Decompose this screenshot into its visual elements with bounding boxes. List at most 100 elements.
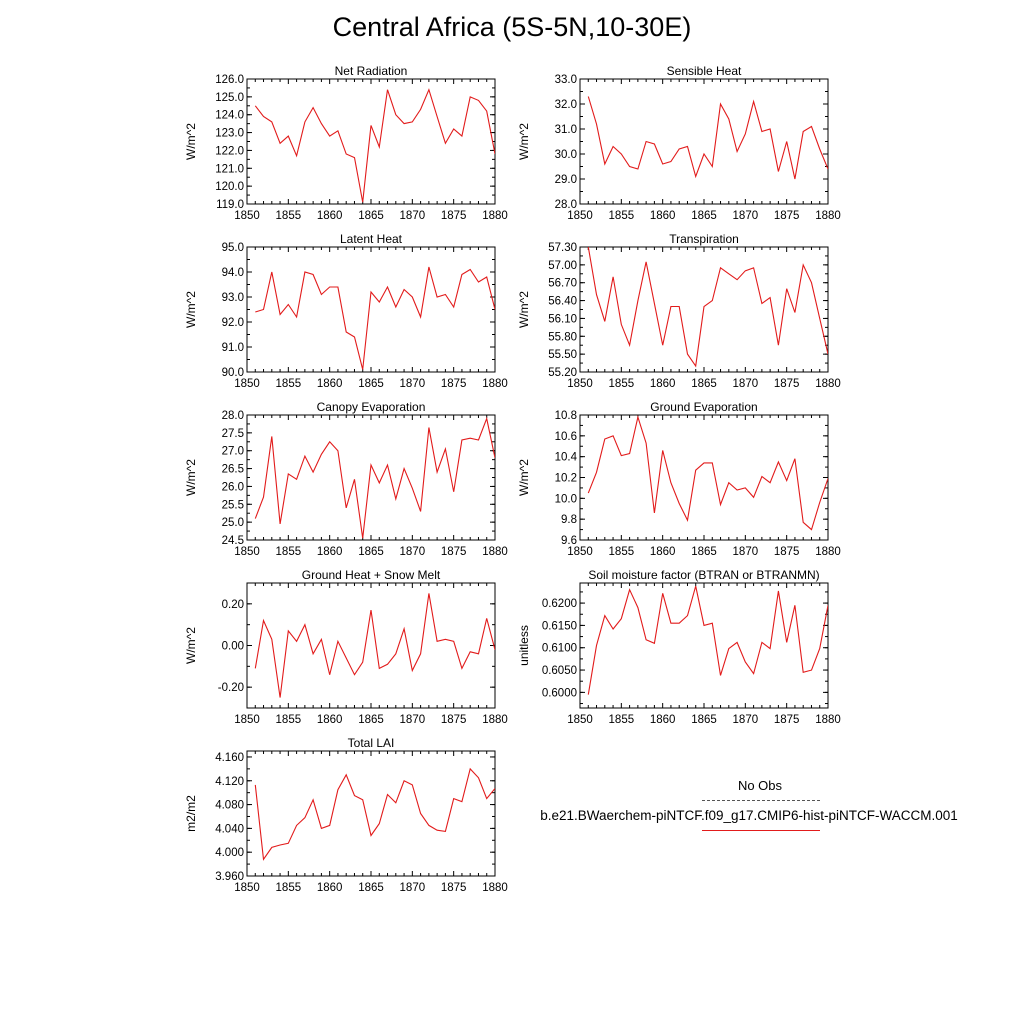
y-tick-label: 27.5 — [222, 428, 244, 440]
x-tick-label: 1860 — [650, 714, 676, 726]
x-tick-label: 1860 — [650, 378, 676, 390]
x-tick-label: 1870 — [400, 378, 426, 390]
plot-frame — [246, 78, 496, 205]
x-tick-label: 1870 — [400, 546, 426, 558]
x-tick-label: 1855 — [276, 714, 302, 726]
panel-title: Ground Evaporation — [650, 400, 757, 414]
y-axis-label: W/m^2 — [517, 291, 531, 328]
x-tick-label: 1865 — [358, 714, 384, 726]
series-line — [587, 96, 828, 180]
panel-5: Canopy Evaporation W/m^2 28.0 27.5 27.0 26.5 2… — [184, 400, 508, 558]
y-tick-label: 4.080 — [215, 800, 244, 812]
y-tick-label: 56.40 — [548, 296, 577, 308]
legend-case-label: b.e21.BWaerchem-piNTCF.f09_g17.CMIP6-his… — [540, 808, 958, 823]
y-tick-label: 125.0 — [215, 92, 244, 104]
legend-case-line — [702, 830, 820, 831]
panel-7: Ground Heat + Snow Melt W/m^2 0.20 0.00 -0.2… — [184, 568, 508, 726]
x-tick-label: 1860 — [650, 210, 676, 222]
x-tick-label: 1870 — [400, 882, 426, 894]
y-axis-label: W/m^2 — [517, 459, 531, 496]
x-tick-label: 1855 — [276, 882, 302, 894]
y-tick-label: 91.0 — [222, 342, 244, 354]
plot-frame — [246, 582, 496, 709]
y-axis-label: W/m^2 — [184, 291, 198, 328]
x-tick-label: 1870 — [733, 378, 759, 390]
x-tick-label: 1880 — [482, 210, 508, 222]
y-tick-label: 56.70 — [548, 278, 577, 290]
series-line — [254, 767, 495, 861]
x-tick-label: 1850 — [567, 546, 593, 558]
y-tick-label: 4.120 — [215, 776, 244, 788]
y-tick-label: 10.2 — [555, 473, 577, 485]
x-tick-label: 1865 — [358, 882, 384, 894]
y-tick-label: 56.10 — [548, 313, 577, 325]
series-line — [587, 247, 828, 368]
panel-6: Ground Evaporation W/m^2 10.8 10.6 10.4 10.2 1… — [517, 400, 841, 558]
plot-frame — [579, 78, 829, 205]
legend-obs-label: No Obs — [737, 778, 783, 793]
y-tick-label: -0.20 — [218, 682, 244, 694]
y-tick-label: 0.6050 — [542, 665, 577, 677]
y-tick-label: 55.80 — [548, 331, 577, 343]
y-tick-label: 0.6000 — [542, 687, 577, 699]
x-tick-label: 1865 — [691, 546, 717, 558]
x-tick-label: 1880 — [482, 714, 508, 726]
x-tick-label: 1875 — [774, 714, 800, 726]
x-tick-label: 1850 — [567, 378, 593, 390]
x-tick-label: 1880 — [482, 882, 508, 894]
x-tick-label: 1875 — [774, 546, 800, 558]
x-tick-label: 1880 — [482, 546, 508, 558]
y-tick-label: 121.0 — [215, 163, 244, 175]
y-axis-label: W/m^2 — [184, 123, 198, 160]
legend-obs-line — [702, 800, 820, 801]
x-tick-label: 1865 — [358, 210, 384, 222]
y-tick-label: 122.0 — [215, 145, 244, 157]
x-tick-label: 1855 — [609, 714, 635, 726]
x-tick-label: 1880 — [815, 378, 841, 390]
series-line — [254, 88, 495, 203]
y-tick-label: 9.8 — [561, 514, 577, 526]
x-tick-label: 1850 — [567, 210, 593, 222]
y-tick-label: 119.0 — [216, 199, 244, 211]
panel-1: Net Radiation W/m^2 126.0 125.0 124.0 123.0 12… — [184, 64, 508, 222]
x-tick-label: 1860 — [650, 546, 676, 558]
panel-4: Transpiration W/m^2 57.30 57.00 56.70 56.40 56… — [517, 232, 841, 390]
plot-frame — [246, 750, 496, 877]
y-tick-label: 120.0 — [215, 181, 244, 193]
y-tick-label: 26.5 — [222, 464, 244, 476]
x-tick-label: 1860 — [317, 882, 343, 894]
x-tick-label: 1855 — [609, 210, 635, 222]
plot-frame — [579, 582, 829, 709]
x-tick-label: 1870 — [400, 210, 426, 222]
x-tick-label: 1875 — [774, 210, 800, 222]
x-tick-label: 1870 — [733, 210, 759, 222]
x-tick-label: 1880 — [815, 210, 841, 222]
x-tick-label: 1880 — [815, 546, 841, 558]
x-tick-label: 1860 — [317, 210, 343, 222]
y-tick-label: 30.0 — [555, 149, 577, 161]
x-tick-label: 1850 — [234, 546, 260, 558]
y-tick-label: 25.5 — [222, 499, 244, 511]
y-tick-label: 9.6 — [561, 535, 577, 547]
panel-3: Latent Heat W/m^2 95.0 94.0 93.0 92.0 91.0 90.0… — [184, 232, 508, 390]
x-tick-label: 1880 — [482, 378, 508, 390]
x-tick-label: 1850 — [234, 882, 260, 894]
x-tick-label: 1865 — [358, 378, 384, 390]
series-line — [254, 416, 495, 539]
panel-title: Soil moisture factor (BTRAN or BTRANMN) — [588, 568, 819, 582]
y-tick-label: 4.160 — [215, 752, 244, 764]
x-tick-label: 1855 — [276, 210, 302, 222]
y-tick-label: 0.6150 — [542, 620, 577, 632]
panel-title: Canopy Evaporation — [317, 400, 426, 414]
x-tick-label: 1865 — [691, 714, 717, 726]
y-tick-label: 3.960 — [215, 871, 244, 883]
y-tick-label: 33.0 — [555, 74, 577, 86]
y-axis-label: W/m^2 — [517, 123, 531, 160]
panel-title: Ground Heat + Snow Melt — [302, 568, 441, 582]
figure-title: Central Africa (5S-5N,10-30E) — [332, 12, 692, 42]
x-tick-label: 1855 — [609, 378, 635, 390]
x-tick-label: 1860 — [317, 714, 343, 726]
x-tick-label: 1855 — [609, 546, 635, 558]
x-tick-label: 1865 — [358, 546, 384, 558]
